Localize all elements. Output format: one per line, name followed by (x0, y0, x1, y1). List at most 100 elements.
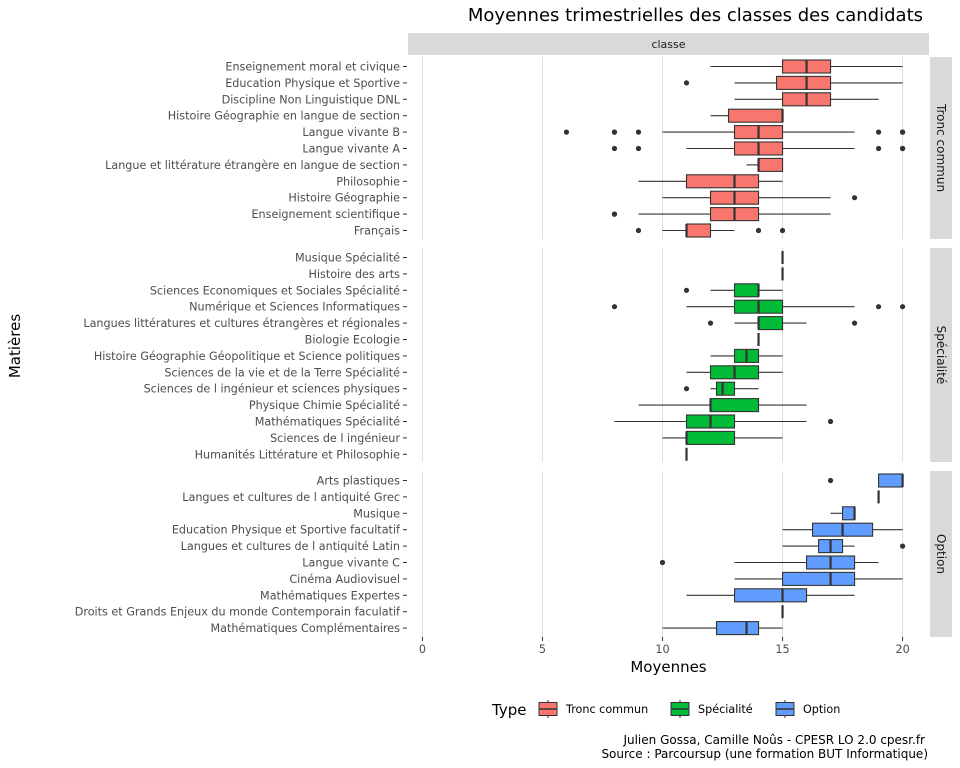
box-mathematiques-specialite: Mathématiques Spécialité (255, 414, 834, 429)
panel-background (408, 248, 929, 462)
y-tick-label: Mathématiques Complémentaires (210, 622, 400, 635)
outlier-point (635, 145, 642, 152)
box-mathematiques-complementaires: Mathématiques Complémentaires (210, 621, 783, 636)
y-tick-label: Langues littératures et cultures étrangè… (83, 317, 400, 330)
outlier-point (875, 304, 882, 310)
outlier-point (875, 145, 882, 152)
legend-label: Option (803, 703, 840, 716)
x-tick-label: 20 (895, 643, 909, 656)
outlier-point (779, 227, 786, 234)
x-tick-label: 10 (655, 643, 669, 656)
top-strip-bg (408, 33, 929, 55)
outlier-point (683, 386, 690, 392)
box-iqr (685, 174, 760, 189)
box-enseignement-scientifique: Enseignement scientifique (251, 207, 831, 222)
y-tick-label: Histoire Géographie Géopolitique et Scie… (94, 350, 400, 363)
y-tick-label: Biologie Ecologie (305, 334, 400, 347)
y-tick-label: Langue et littérature étrangère en langu… (105, 159, 400, 172)
y-tick-label: Langue vivante C (302, 557, 400, 570)
box-iqr (715, 621, 760, 636)
y-tick-label: Histoire des arts (308, 268, 400, 281)
y-tick-label: Histoire Géographie en langue de section (168, 110, 400, 123)
chart-title: Moyennes trimestrielles des classes des … (468, 5, 923, 26)
panel-strip (930, 471, 952, 637)
y-tick-label: Numérique et Sciences Informatiques (189, 301, 400, 314)
outlier-point (611, 145, 618, 152)
y-tick-label: Mathématiques Spécialité (255, 416, 400, 429)
caption-line-1: Julien Gossa, Camille Noûs - CPESR LO 2.… (622, 733, 925, 747)
outlier-point (635, 227, 642, 234)
box-physique-chimie-specialite: Physique Chimie Spécialité (249, 398, 807, 413)
y-tick-label: Langues et cultures de l antiquité Grec (182, 491, 400, 504)
box-musique-specialite: Musique Spécialité (295, 251, 784, 265)
outlier-point (899, 304, 906, 310)
box-langues-litteratures-et-cultures-etrangeres-et-regionales: Langues littératures et cultures étrangè… (83, 316, 858, 331)
box-iqr (733, 283, 760, 298)
outlier-point (827, 418, 834, 425)
panel-strip (930, 57, 952, 239)
box-education-physique-et-sportive-facultatif: Education Physique et Sportive facultati… (172, 522, 903, 537)
box-sciences-de-l-ingenieur: Sciences de l ingénieur (270, 430, 783, 445)
y-tick-label: Langues et cultures de l antiquité Latin (181, 540, 400, 553)
box-sciences-de-la-vie-et-de-la-terre-specialite: Sciences de la vie et de la Terre Spécia… (164, 365, 783, 380)
y-tick-label: Discipline Non Linguistique DNL (222, 93, 401, 106)
top-strip: classe (408, 33, 929, 55)
legend-label: Spécialité (698, 703, 753, 716)
x-axis: 0 5 10 15 20 (419, 637, 910, 656)
y-tick-label: Humanités Littérature et Philosophie (195, 448, 401, 461)
box-iqr (715, 381, 736, 396)
outlier-point (899, 129, 906, 135)
top-strip-label: classe (651, 38, 685, 51)
panel-specialite: Spécialité Musique Spécialité Histoire des… (83, 248, 952, 462)
outlier-point (875, 129, 882, 135)
outlier-point (611, 304, 618, 310)
y-tick-label: Education Physique et Sportive facultati… (172, 524, 401, 537)
panel-strip-label: Spécialité (934, 326, 948, 385)
box-histoire-geographie: Histoire Géographie (288, 190, 858, 205)
box-biologie-ecologie: Biologie Ecologie (305, 333, 760, 347)
box-langue-vivante-a: Langue vivante A (302, 141, 906, 156)
panel-strip-label: Tronc commun (934, 103, 948, 192)
box-cinema-audiovisuel: Cinéma Audiovisuel (289, 571, 903, 586)
y-tick-label: Arts plastiques (317, 475, 400, 488)
y-axis-label: Matières (6, 314, 24, 378)
outlier-point (611, 129, 618, 135)
outlier-point (899, 543, 906, 549)
box-histoire-geographie-en-langue-de-section: Histoire Géographie en langue de section (168, 108, 784, 123)
legend-item-tronc-commun: Tronc commun (538, 700, 648, 718)
y-tick-label: Sciences de l ingénieur et sciences phys… (144, 383, 401, 396)
box-langue-vivante-b: Langue vivante B (302, 125, 906, 140)
outlier-point (899, 145, 906, 152)
box-numerique-et-sciences-informatiques: Numérique et Sciences Informatiques (189, 299, 906, 314)
box-iqr (781, 571, 856, 586)
box-education-physique-et-sportive: Education Physique et Sportive (225, 75, 903, 90)
y-tick-label: Education Physique et Sportive (225, 77, 400, 90)
panel-strip-label: Option (934, 534, 948, 574)
y-tick-label: Droits et Grands Enjeux du monde Contemp… (75, 606, 401, 619)
outlier-point (563, 129, 570, 135)
box-iqr (757, 157, 784, 172)
outlier-point (635, 129, 642, 135)
box-iqr (727, 108, 784, 123)
panel-background (408, 471, 929, 637)
box-langue-vivante-c: Langue vivante C (302, 555, 879, 570)
box-iqr (757, 316, 784, 331)
box-droits-et-grands-enjeux-du-monde-contemporain-faculatif: Droits et Grands Enjeux du monde Contemp… (75, 605, 784, 619)
y-tick-label: Mathématiques Expertes (260, 589, 400, 602)
box-langue-et-litterature-etrangere-en-langue-de-section: Langue et littérature étrangère en langu… (105, 157, 784, 172)
y-tick-label: Langue vivante A (302, 143, 400, 156)
box-histoire-geographie-geopolitique-et-science-politiques: Histoire Géographie Géopolitique et Scie… (94, 348, 783, 363)
legend: Type Tronc commun Spécialité Option (491, 700, 840, 719)
legend-item-specialite: Spécialité (670, 700, 753, 718)
x-axis-label: Moyennes (630, 658, 706, 676)
x-tick-label: 0 (419, 643, 426, 656)
box-iqr (709, 398, 760, 413)
x-tick-label: 15 (775, 643, 789, 656)
y-tick-label: Histoire Géographie (288, 192, 400, 205)
panel-option: Option Arts plastiques Langues et cultures… (75, 471, 952, 637)
panels: Tronc commun Enseignement moral et civiqu… (75, 57, 952, 637)
box-musique: Musique (353, 506, 856, 521)
box-iqr (775, 75, 832, 90)
box-sciences-economiques-et-sociales-specialite: Sciences Economiques et Sociales Spécial… (150, 283, 783, 298)
outlier-point (707, 320, 714, 326)
